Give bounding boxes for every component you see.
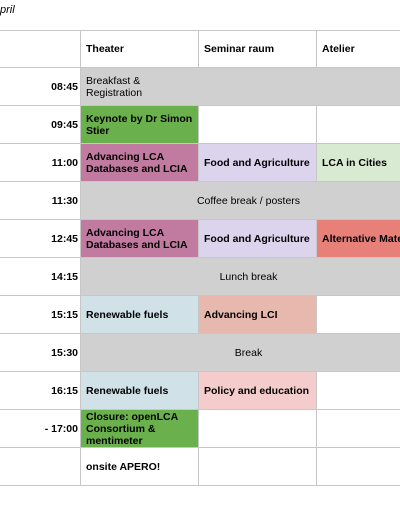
time-cell: 12:45 <box>0 220 81 258</box>
schedule-caption: pril <box>0 4 15 16</box>
empty-cell <box>199 410 317 448</box>
session-advancing-lca-databases: Advancing LCA Databases and LCIA <box>81 220 199 258</box>
session-coffee-break: Coffee break / posters <box>81 182 400 220</box>
session-breakfast-registration: Breakfast & Registration <box>81 68 400 106</box>
time-cell: 11:30 <box>0 182 81 220</box>
time-cell <box>0 448 81 486</box>
session-keynote: Keynote by Dr Simon Stier <box>81 106 199 144</box>
session-lca-in-cities: LCA in Cities <box>317 144 400 182</box>
empty-cell <box>317 448 400 486</box>
header-seminar-raum: Seminar raum <box>199 30 317 68</box>
time-cell: 09:45 <box>0 106 81 144</box>
session-break: Break <box>81 334 400 372</box>
empty-cell <box>199 106 317 144</box>
session-renewable-fuels: Renewable fuels <box>81 372 199 410</box>
schedule-table: Theater Seminar raum Atelier 08:45 Break… <box>0 30 400 486</box>
empty-cell <box>317 410 400 448</box>
time-cell: 16:15 <box>0 372 81 410</box>
session-advancing-lci: Advancing LCI <box>199 296 317 334</box>
session-renewable-fuels: Renewable fuels <box>81 296 199 334</box>
session-food-agriculture: Food and Agriculture <box>199 144 317 182</box>
empty-cell <box>317 372 400 410</box>
time-cell: 15:30 <box>0 334 81 372</box>
header-theater: Theater <box>81 30 199 68</box>
time-cell: 08:45 <box>0 68 81 106</box>
time-cell: - 17:00 <box>0 410 81 448</box>
session-onsite-apero: onsite APERO! <box>81 448 199 486</box>
session-food-agriculture: Food and Agriculture <box>199 220 317 258</box>
time-cell: 14:15 <box>0 258 81 296</box>
header-time-cell <box>0 30 81 68</box>
session-policy-education: Policy and education <box>199 372 317 410</box>
empty-cell <box>317 106 400 144</box>
session-lunch-break: Lunch break <box>81 258 400 296</box>
empty-cell <box>317 296 400 334</box>
empty-cell <box>199 448 317 486</box>
time-cell: 15:15 <box>0 296 81 334</box>
header-atelier: Atelier <box>317 30 400 68</box>
session-advancing-lca-databases: Advancing LCA Databases and LCIA <box>81 144 199 182</box>
time-cell: 11:00 <box>0 144 81 182</box>
session-closure: Closure: openLCA Consortium & mentimeter <box>81 410 199 448</box>
session-alternative-materials: Alternative Mate <box>317 220 400 258</box>
